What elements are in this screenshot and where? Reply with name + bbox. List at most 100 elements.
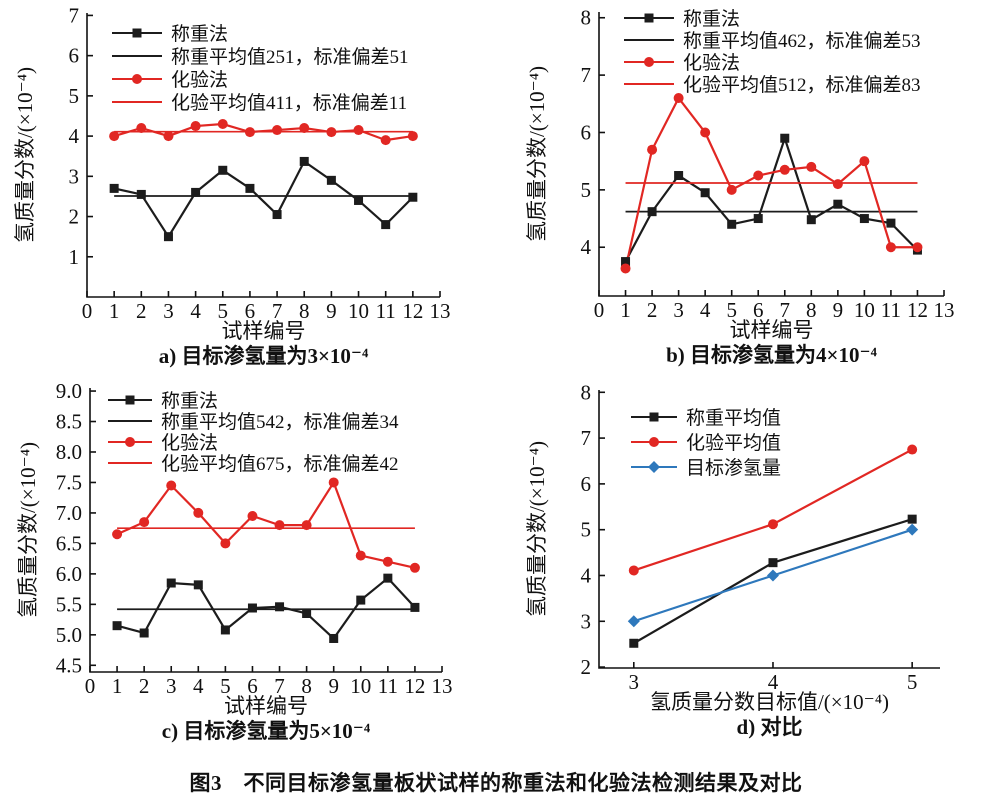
labels: 试样编号 氢质量分数/(×10⁻⁴) c) 目标渗氢量为5×10⁻⁴ [16,442,371,743]
svg-text:0: 0 [85,674,96,698]
svg-text:3: 3 [163,299,174,323]
axes: 0 1 2 3 4 5 6 7 8 9 10 11 12 134.55.05.56.06.57.07.58… [56,379,453,698]
svg-text:5: 5 [726,298,737,322]
svg-text:8: 8 [301,674,312,698]
svg-text:10: 10 [348,299,369,323]
svg-text:10: 10 [350,674,371,698]
svg-text:4: 4 [190,299,201,323]
chart-d-comparison: 3 4 5 2 3 4 5 6 7 8 称重平均值化验平均值目标渗氢量氢质量分数目标值/(×10⁻⁴… [525,380,940,739]
svg-text:5: 5 [581,178,592,202]
svg-text:3: 3 [69,164,80,188]
svg-text:4: 4 [581,563,592,587]
svg-text:5: 5 [69,84,80,108]
svg-text:5: 5 [218,299,229,323]
svg-text:化验法: 化验法 [161,432,218,454]
svg-text:称重平均值462，标准偏差53: 称重平均值462，标准偏差53 [683,30,921,52]
chart-a-target-3e-4: 0 1 2 3 4 5 6 7 8 9 10 11 12 131234567称重法称重平均值251，标准偏… [13,3,451,368]
svg-text:氢质量分数/(×10⁻⁴): 氢质量分数/(×10⁻⁴) [525,441,549,617]
svg-text:化验平均值: 化验平均值 [686,432,781,454]
labels: 试样编号 氢质量分数/(×10⁻⁴) b) 目标渗氢量为4×10⁻⁴ [525,66,878,367]
svg-text:3: 3 [581,609,592,633]
svg-text:4: 4 [69,124,80,148]
svg-text:9: 9 [328,674,339,698]
svg-text:氢质量分数/(×10⁻⁴): 氢质量分数/(×10⁻⁴) [16,442,40,618]
svg-text:称重法: 称重法 [171,23,228,45]
svg-text:5.5: 5.5 [56,592,82,616]
labels: 氢质量分数目标值/(×10⁻⁴) 氢质量分数/(×10⁻⁴) d) 对比 [525,441,889,739]
svg-text:3: 3 [629,670,640,694]
svg-text:1: 1 [112,674,123,698]
svg-text:化验平均值512，标准偏差83: 化验平均值512，标准偏差83 [683,74,921,96]
series [112,477,420,643]
svg-text:6.0: 6.0 [56,562,82,586]
svg-text:称重平均值: 称重平均值 [686,407,781,429]
svg-text:4: 4 [581,235,592,259]
chart-c-target-5e-4: 0 1 2 3 4 5 6 7 8 9 10 11 12 134.55.05.56.06.57.07.58… [16,379,453,743]
svg-text:目标渗氢量: 目标渗氢量 [686,457,781,479]
labels: 试样编号 氢质量分数/(×10⁻⁴) a) 目标渗氢量为3×10⁻⁴ [13,67,369,368]
subplot-c: 0 1 2 3 4 5 6 7 8 9 10 11 12 13 4.5 5.0 5.5 6.0 6.5 7.0 7.5 8… [0,370,496,760]
svg-text:2: 2 [139,674,150,698]
svg-text:试样编号: 试样编号 [730,318,814,342]
svg-text:13: 13 [934,298,955,322]
svg-text:2: 2 [69,205,80,229]
svg-text:13: 13 [430,299,451,323]
svg-text:氢质量分数目标值/(×10⁻⁴): 氢质量分数目标值/(×10⁻⁴) [650,690,889,714]
svg-text:8: 8 [581,6,592,30]
svg-text:称重平均值542，标准偏差34: 称重平均值542，标准偏差34 [161,411,399,433]
svg-text:8: 8 [581,380,592,404]
svg-text:1: 1 [69,245,80,269]
svg-text:5.0: 5.0 [56,623,82,647]
svg-text:7: 7 [274,674,285,698]
svg-text:10: 10 [854,298,875,322]
svg-text:6: 6 [245,299,256,323]
subplot-d: 3 4 5 2 3 4 5 6 7 8 称重平均值 化验平均值 目标渗氢量 氢质量分数目标值/(×10⁻⁴… [496,370,992,760]
svg-text:6: 6 [753,298,764,322]
series [627,444,919,648]
series [109,119,418,242]
svg-text:12: 12 [907,298,928,322]
svg-text:化验法: 化验法 [171,69,228,91]
svg-text:3: 3 [673,298,684,322]
svg-text:9: 9 [833,298,844,322]
svg-text:6.5: 6.5 [56,531,82,555]
svg-text:4: 4 [193,674,204,698]
svg-text:1: 1 [109,299,120,323]
svg-text:5: 5 [907,670,918,694]
svg-text:d) 对比: d) 对比 [737,715,803,739]
svg-text:1: 1 [620,298,631,322]
axes: 3 4 5 2 3 4 5 6 7 8 [581,380,940,694]
svg-text:称重法: 称重法 [683,8,740,30]
svg-text:11: 11 [378,674,398,698]
svg-text:试样编号: 试样编号 [224,694,308,718]
svg-text:7: 7 [780,298,791,322]
series [620,93,923,274]
svg-text:化验法: 化验法 [683,52,740,74]
svg-text:2: 2 [136,299,147,323]
svg-text:13: 13 [432,674,453,698]
svg-text:氢质量分数/(×10⁻⁴): 氢质量分数/(×10⁻⁴) [525,66,549,242]
svg-text:7.0: 7.0 [56,501,82,525]
svg-text:化验平均值411，标准偏差11: 化验平均值411，标准偏差11 [171,92,407,114]
svg-text:0: 0 [82,299,93,323]
svg-text:6: 6 [581,472,592,496]
svg-text:12: 12 [402,299,423,323]
svg-text:化验平均值675，标准偏差42: 化验平均值675，标准偏差42 [161,453,399,475]
svg-text:8: 8 [806,298,817,322]
svg-text:7.5: 7.5 [56,470,82,494]
svg-text:称重平均值251，标准偏差51: 称重平均值251，标准偏差51 [171,46,409,68]
svg-text:4.5: 4.5 [56,653,82,677]
svg-text:试样编号: 试样编号 [222,319,306,343]
svg-text:8.0: 8.0 [56,440,82,464]
svg-text:6: 6 [69,44,80,68]
svg-text:7: 7 [581,426,592,450]
svg-text:2: 2 [581,655,592,679]
svg-text:4: 4 [700,298,711,322]
svg-text:c) 目标渗氢量为5×10⁻⁴: c) 目标渗氢量为5×10⁻⁴ [162,719,371,743]
